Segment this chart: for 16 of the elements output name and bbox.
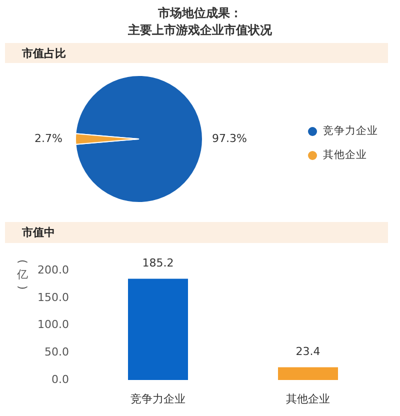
data-label: 185.2 [142, 256, 174, 270]
y-tick-label: 150.0 [38, 290, 69, 304]
legend-label: 竞争力企业 [323, 124, 378, 138]
data-label: 97.3% [212, 132, 247, 145]
data-label: 23.4 [296, 345, 320, 358]
y-tick-label: 100.0 [38, 318, 69, 332]
chart-title: 市值中 [22, 225, 55, 240]
chart-subtitle: 主要上市游戏企业市值状况 [127, 22, 273, 39]
legend-label: 其他企业 [323, 148, 367, 162]
y-axis-title: (亿) [16, 258, 29, 292]
y-tick-label: 50.0 [44, 346, 69, 359]
y-tick-label: 0.0 [52, 372, 69, 386]
text: 市值占比 [22, 46, 66, 60]
chart-title: 市场地位成果： [157, 5, 243, 22]
y-tick-label: 200.0 [38, 263, 69, 276]
data-label: 2.7% [34, 132, 62, 145]
